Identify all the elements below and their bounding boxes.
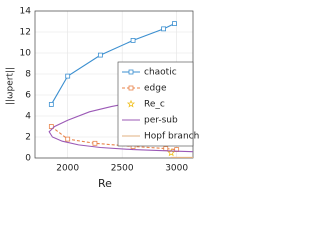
y-tick-label: 14 (20, 7, 32, 17)
legend-marker (126, 99, 136, 108)
y-tick-label: 6 (25, 91, 31, 101)
y-tick-label: 10 (20, 49, 32, 59)
data-point (65, 73, 71, 79)
x-axis-label: Re (98, 177, 112, 190)
y-tick-label: 12 (20, 28, 31, 38)
data-point (161, 26, 166, 32)
y-tick-label: 8 (25, 70, 31, 80)
data-point (65, 136, 71, 142)
legend-label: per-sub (144, 116, 178, 126)
legend-label: edge (144, 84, 167, 94)
x-tick-label: 2000 (56, 164, 79, 174)
legend-box (117, 61, 194, 147)
y-tick-label: 2 (25, 133, 31, 143)
data-point (130, 38, 136, 43)
data-point (97, 52, 103, 58)
data-point (48, 124, 54, 129)
legend-label: Re_c (144, 100, 165, 110)
legend-label: chaotic (144, 68, 177, 78)
legend-marker (128, 69, 134, 75)
legend-label: Hopf branch (144, 132, 199, 142)
data-point (163, 146, 169, 151)
y-tick-label: 0 (25, 154, 31, 164)
data-point (172, 21, 177, 27)
data-point (92, 140, 98, 146)
y-tick-label: 4 (25, 112, 31, 122)
x-tick-label: 3000 (165, 164, 188, 174)
chart: Re ||ωpert|| 0 2 4 6 8 10 12 14 2000 2500 3000 chao… (6, 7, 200, 191)
x-tick-label: 2500 (111, 164, 134, 174)
legend-marker (128, 85, 134, 91)
data-point (167, 148, 176, 157)
data-point (48, 102, 54, 107)
series-line (48, 100, 194, 153)
y-axis-label: ||ωpert|| (6, 67, 16, 105)
